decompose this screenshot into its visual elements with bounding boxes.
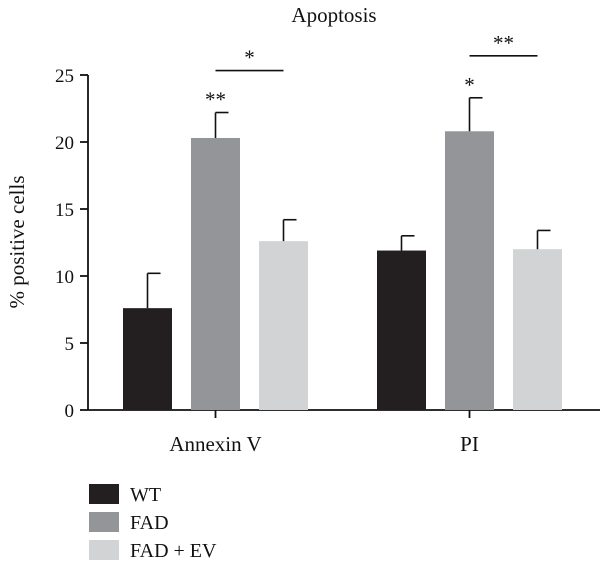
bar — [191, 137, 240, 411]
y-axis-label: % positive cells — [5, 176, 29, 309]
significance-marks: ****** — [205, 31, 538, 112]
legend-label: WT — [130, 484, 161, 506]
significance-label: ** — [205, 88, 226, 112]
y-tick-label: 20 — [55, 133, 74, 154]
significance-label: * — [464, 73, 475, 97]
legend-label: FAD — [130, 512, 169, 534]
error-bars — [146, 96, 551, 309]
bar — [123, 308, 172, 410]
x-category-label: PI — [460, 432, 479, 456]
y-tick-label: 5 — [65, 334, 75, 355]
y-tick-label: 15 — [55, 200, 74, 221]
chart-title: Apoptosis — [291, 3, 376, 27]
comparison-label: ** — [493, 31, 514, 55]
x-category-label: Annexin V — [169, 432, 261, 456]
bar — [445, 131, 494, 410]
y-tick-label: 0 — [65, 401, 75, 422]
legend-swatch — [89, 540, 119, 560]
legend-swatch — [89, 512, 119, 532]
bar — [259, 241, 308, 410]
y-tick-label: 10 — [55, 267, 74, 288]
bar — [513, 249, 562, 410]
bars — [123, 131, 562, 411]
comparison-label: * — [244, 46, 255, 70]
legend-swatch — [89, 484, 119, 504]
axes: 0 5 10 15 20 25 Annexin V PI — [55, 66, 600, 456]
bar — [377, 250, 426, 410]
y-tick-label: 25 — [55, 66, 74, 87]
legend: WT FAD FAD + EV — [89, 484, 217, 562]
legend-label: FAD + EV — [130, 540, 217, 562]
